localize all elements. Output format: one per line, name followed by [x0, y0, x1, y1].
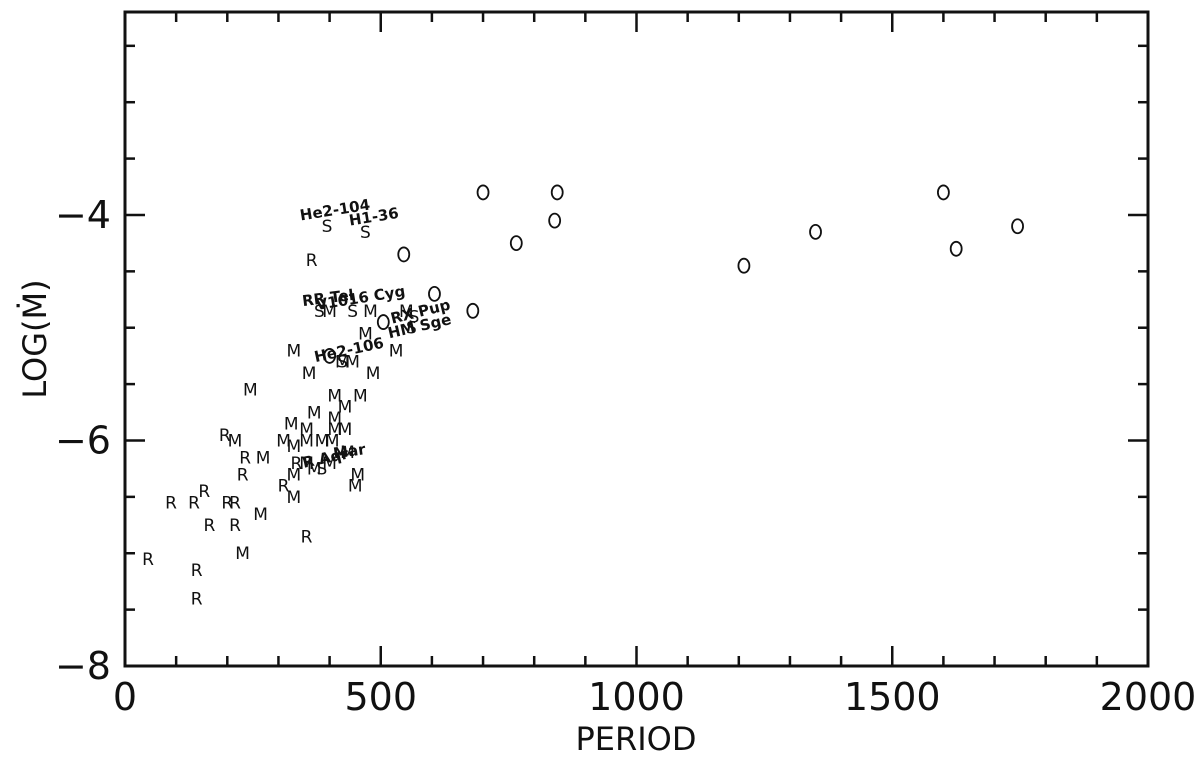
point-marker-o: [397, 246, 411, 263]
point-marker-r: R: [278, 477, 290, 497]
point-marker-m: M: [322, 454, 337, 474]
point-marker-m: M: [276, 431, 291, 451]
point-marker-r: R: [229, 494, 241, 514]
point-marker-r: R: [219, 426, 231, 446]
point-marker-m: M: [358, 324, 373, 344]
point-marker-m: M: [286, 488, 301, 508]
point-marker-o: [548, 212, 562, 229]
point-marker-m: M: [307, 403, 322, 423]
x-tick-label: 1000: [588, 675, 685, 719]
point-marker-m: M: [338, 420, 353, 440]
point-marker-r: R: [301, 527, 313, 547]
y-axis-label: LOG(Ṁ): [16, 279, 54, 398]
point-marker-m: M: [353, 386, 368, 406]
point-marker-o: [509, 235, 523, 252]
point-marker-r: R: [191, 561, 203, 581]
point-marker-m: M: [307, 460, 322, 480]
point-marker-m: M: [253, 505, 268, 525]
point-marker-r: R: [198, 482, 210, 502]
point-marker-r: R: [165, 494, 177, 514]
x-axis-label: PERIOD: [575, 720, 696, 758]
point-marker-s: S: [337, 353, 348, 373]
point-marker-m: M: [345, 353, 360, 373]
plot-frame: [123, 10, 1150, 668]
point-marker-r: R: [191, 589, 203, 609]
point-marker-o: [428, 285, 441, 302]
point-marker-m: M: [228, 431, 243, 451]
point-marker-m: M: [315, 431, 330, 451]
point-marker-o: [376, 314, 390, 330]
point-marker-m: M: [286, 465, 301, 485]
point-marker-s: S: [317, 460, 328, 480]
point-marker-r: R: [229, 516, 241, 536]
point-marker-m: M: [243, 381, 258, 401]
point-marker-r: R: [306, 251, 318, 271]
point-marker-m: M: [256, 448, 271, 468]
point-marker-s: S: [360, 223, 371, 243]
point-marker-m: M: [322, 302, 337, 322]
point-marker-r: R: [290, 454, 302, 474]
point-marker-r: R: [142, 550, 154, 570]
point-marker-o: [550, 184, 564, 201]
point-marker-m: M: [348, 477, 363, 497]
point-marker-o: [1011, 218, 1024, 235]
y-tick-label: −6: [55, 418, 111, 462]
x-tick-label: 2000: [1100, 675, 1197, 719]
point-marker-m: M: [327, 409, 342, 429]
point-marker-m: M: [335, 353, 350, 373]
point-marker-m: M: [325, 431, 340, 451]
point-marker-s: S: [409, 307, 420, 327]
point-marker-m: M: [340, 443, 355, 463]
point-marker-r: R: [203, 516, 215, 536]
point-marker-m: M: [299, 431, 314, 451]
y-axis: −8 −6 −4: [55, 44, 1148, 688]
point-marker-m: M: [235, 544, 250, 564]
x-tick-label: 1500: [844, 675, 941, 719]
point-marker-o: [323, 348, 337, 364]
point-marker-m: M: [286, 437, 301, 457]
point-marker-m: M: [327, 420, 342, 440]
point-marker-s: S: [406, 319, 417, 339]
y-tick-label: −4: [55, 193, 111, 237]
point-marker-r: R: [239, 448, 251, 468]
y-tick-label: −8: [55, 644, 111, 688]
point-marker-m: M: [366, 364, 381, 384]
point-marker-m: M: [284, 415, 299, 435]
point-marker-m: M: [286, 341, 301, 361]
point-marker-m: M: [350, 465, 365, 485]
point-marker-m: M: [338, 398, 353, 418]
point-marker-s: S: [347, 302, 358, 322]
point-marker-r: R: [221, 494, 233, 514]
star-label: Mar: [332, 440, 367, 462]
point-marker-r: R: [237, 465, 249, 485]
point-marker-s: S: [314, 302, 325, 322]
x-axis: 0 500 1000 1500 2000: [113, 12, 1196, 719]
point-marker-m: M: [399, 302, 414, 322]
point-marker-m: M: [389, 341, 404, 361]
point-marker-o: [466, 302, 480, 319]
point-marker-m: M: [299, 454, 314, 474]
x-tick-label: 500: [344, 675, 417, 719]
point-marker-o: [949, 240, 963, 257]
point-marker-o: [809, 223, 822, 240]
point-marker-o: [937, 184, 950, 201]
point-marker-m: M: [302, 364, 317, 384]
point-marker-r: R: [188, 494, 200, 514]
point-marker-o: [476, 184, 490, 201]
point-marker-o: [737, 257, 751, 274]
point-marker-s: S: [322, 217, 333, 237]
point-marker-m: M: [363, 302, 378, 322]
point-marker-m: M: [299, 420, 314, 440]
point-marker-m: M: [327, 386, 342, 406]
x-tick-label: 0: [113, 675, 137, 719]
